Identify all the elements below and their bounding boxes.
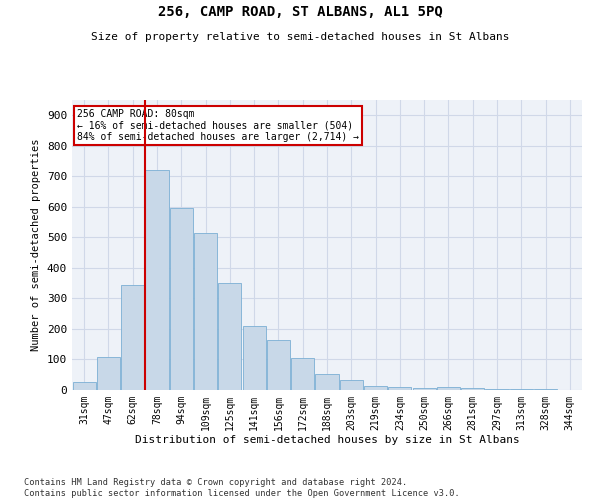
Text: Distribution of semi-detached houses by size in St Albans: Distribution of semi-detached houses by … — [134, 435, 520, 445]
Text: 256 CAMP ROAD: 80sqm
← 16% of semi-detached houses are smaller (504)
84% of semi: 256 CAMP ROAD: 80sqm ← 16% of semi-detac… — [77, 108, 359, 142]
Bar — [316, 374, 338, 390]
Bar — [364, 386, 387, 390]
Bar — [121, 284, 144, 390]
Bar — [510, 389, 533, 390]
Bar — [145, 170, 169, 390]
Bar — [73, 382, 95, 390]
Text: 256, CAMP ROAD, ST ALBANS, AL1 5PQ: 256, CAMP ROAD, ST ALBANS, AL1 5PQ — [158, 5, 442, 19]
Bar — [437, 387, 460, 390]
Bar — [388, 387, 412, 390]
Text: Size of property relative to semi-detached houses in St Albans: Size of property relative to semi-detach… — [91, 32, 509, 42]
Bar — [242, 326, 266, 390]
Text: Contains HM Land Registry data © Crown copyright and database right 2024.
Contai: Contains HM Land Registry data © Crown c… — [24, 478, 460, 498]
Bar — [340, 380, 363, 390]
Bar — [461, 388, 484, 390]
Bar — [218, 283, 241, 390]
Bar — [291, 358, 314, 390]
Bar — [267, 340, 290, 390]
Bar — [194, 234, 217, 390]
Bar — [413, 388, 436, 390]
Bar — [170, 208, 193, 390]
Bar — [485, 389, 509, 390]
Y-axis label: Number of semi-detached properties: Number of semi-detached properties — [31, 138, 41, 352]
Bar — [97, 357, 120, 390]
